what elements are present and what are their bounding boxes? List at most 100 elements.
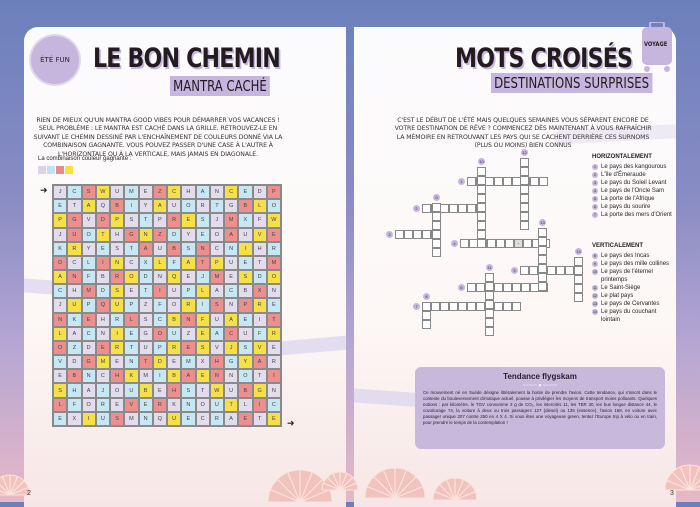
grid-cell[interactable]: N [181, 397, 196, 412]
grid-cell[interactable]: D [95, 213, 110, 228]
crossword-cell[interactable] [520, 266, 529, 275]
grid-cell[interactable]: E [95, 241, 110, 256]
grid-cell[interactable]: T [266, 312, 281, 327]
grid-cell[interactable]: S [238, 340, 253, 356]
grid-cell[interactable]: L [195, 284, 210, 299]
crossword-cell[interactable] [574, 266, 583, 275]
grid-cell[interactable]: X [238, 213, 253, 228]
crossword-cell[interactable] [485, 282, 494, 291]
grid-cell[interactable]: P [152, 213, 167, 228]
grid-cell[interactable]: N [181, 312, 196, 327]
grid-cell[interactable]: D [138, 270, 153, 285]
grid-cell[interactable]: U [67, 298, 82, 313]
grid-cell[interactable]: P [81, 298, 96, 313]
grid-cell[interactable]: W [95, 185, 110, 200]
crossword-cell[interactable] [565, 266, 574, 275]
grid-cell[interactable]: O [181, 199, 196, 214]
grid-cell[interactable]: I [252, 312, 267, 327]
grid-cell[interactable]: T [195, 383, 210, 398]
grid-cell[interactable]: D [252, 185, 267, 200]
grid-cell[interactable]: E [53, 369, 68, 384]
grid-cell[interactable]: L [252, 199, 267, 214]
crossword-cell[interactable] [538, 273, 547, 282]
grid-cell[interactable]: L [53, 326, 68, 341]
grid-cell[interactable]: N [124, 355, 139, 370]
grid-cell[interactable]: I [152, 369, 167, 384]
grid-cell[interactable]: N [209, 369, 224, 384]
grid-cell[interactable]: E [95, 340, 110, 356]
crossword-cell[interactable] [477, 185, 486, 194]
grid-cell[interactable]: T [209, 199, 224, 214]
grid-cell[interactable]: H [67, 383, 82, 398]
grid-cell[interactable]: K [67, 312, 82, 327]
crossword-cell[interactable] [538, 237, 547, 246]
crossword-cell[interactable] [494, 283, 503, 292]
grid-cell[interactable]: B [238, 383, 253, 398]
grid-cell[interactable]: E [238, 312, 253, 327]
grid-cell[interactable]: R [110, 340, 125, 356]
grid-cell[interactable]: D [95, 284, 110, 299]
grid-cell[interactable]: T [95, 227, 110, 242]
crossword-cell[interactable] [432, 221, 441, 230]
grid-cell[interactable]: U [110, 185, 125, 200]
crossword-cell[interactable] [539, 177, 548, 186]
grid-cell[interactable]: P [238, 298, 253, 313]
grid-cell[interactable]: S [124, 213, 139, 228]
grid-cell[interactable]: R [252, 298, 267, 313]
grid-cell[interactable]: S [209, 298, 224, 313]
grid-cell[interactable]: M [124, 185, 139, 200]
crossword-cell[interactable] [477, 230, 486, 239]
grid-cell[interactable]: E [53, 411, 68, 426]
grid-cell[interactable]: S [53, 383, 68, 398]
grid-cell[interactable]: I [266, 369, 281, 384]
grid-cell[interactable]: U [138, 340, 153, 356]
crossword-cell[interactable] [512, 283, 521, 292]
grid-cell[interactable]: H [67, 284, 82, 299]
grid-cell[interactable]: V [124, 397, 139, 412]
grid-cell[interactable]: M [95, 355, 110, 370]
grid-cell[interactable]: N [138, 227, 153, 242]
grid-cell[interactable]: A [152, 199, 167, 214]
grid-cell[interactable]: I [81, 411, 96, 426]
grid-cell[interactable]: E [181, 213, 196, 228]
grid-cell[interactable]: D [67, 355, 82, 370]
crossword-cell[interactable] [477, 221, 486, 230]
grid-cell[interactable]: T [252, 369, 267, 384]
grid-cell[interactable]: S [110, 241, 125, 256]
grid-cell[interactable]: G [224, 355, 239, 370]
crossword-cell[interactable] [529, 266, 538, 275]
grid-cell[interactable]: R [67, 241, 82, 256]
grid-cell[interactable]: I [252, 397, 267, 412]
grid-cell[interactable]: X [195, 355, 210, 370]
grid-cell[interactable]: D [152, 355, 167, 370]
crossword-cell[interactable] [520, 194, 529, 203]
crossword-cell[interactable] [574, 257, 583, 266]
grid-cell[interactable]: J [209, 213, 224, 228]
grid-cell[interactable]: C [266, 397, 281, 412]
crossword-cell[interactable] [422, 311, 431, 320]
grid-cell[interactable]: K [167, 397, 182, 412]
grid-cell[interactable]: D [167, 227, 182, 242]
grid-cell[interactable]: B [67, 369, 82, 384]
grid-cell[interactable]: R [195, 199, 210, 214]
grid-cell[interactable]: C [124, 255, 139, 271]
crossword-cell[interactable] [449, 204, 458, 213]
grid-cell[interactable]: S [110, 411, 125, 426]
grid-cell[interactable]: A [181, 255, 196, 271]
grid-cell[interactable]: I [95, 255, 110, 271]
crossword-cell[interactable] [422, 302, 431, 311]
crossword-cell[interactable] [538, 246, 547, 255]
grid-cell[interactable]: U [124, 383, 139, 398]
grid-cell[interactable]: M [224, 213, 239, 228]
grid-cell[interactable]: Y [81, 241, 96, 256]
grid-cell[interactable]: S [238, 270, 253, 285]
grid-cell[interactable]: C [67, 185, 82, 200]
grid-cell[interactable]: U [167, 411, 182, 426]
grid-cell[interactable]: E [181, 340, 196, 356]
crossword-cell[interactable] [503, 302, 512, 311]
grid-cell[interactable]: C [167, 185, 182, 200]
grid-cell[interactable]: E [124, 284, 139, 299]
crossword-cell[interactable] [520, 221, 529, 230]
grid-cell[interactable]: H [110, 369, 125, 384]
crossword-cell[interactable] [432, 248, 441, 257]
